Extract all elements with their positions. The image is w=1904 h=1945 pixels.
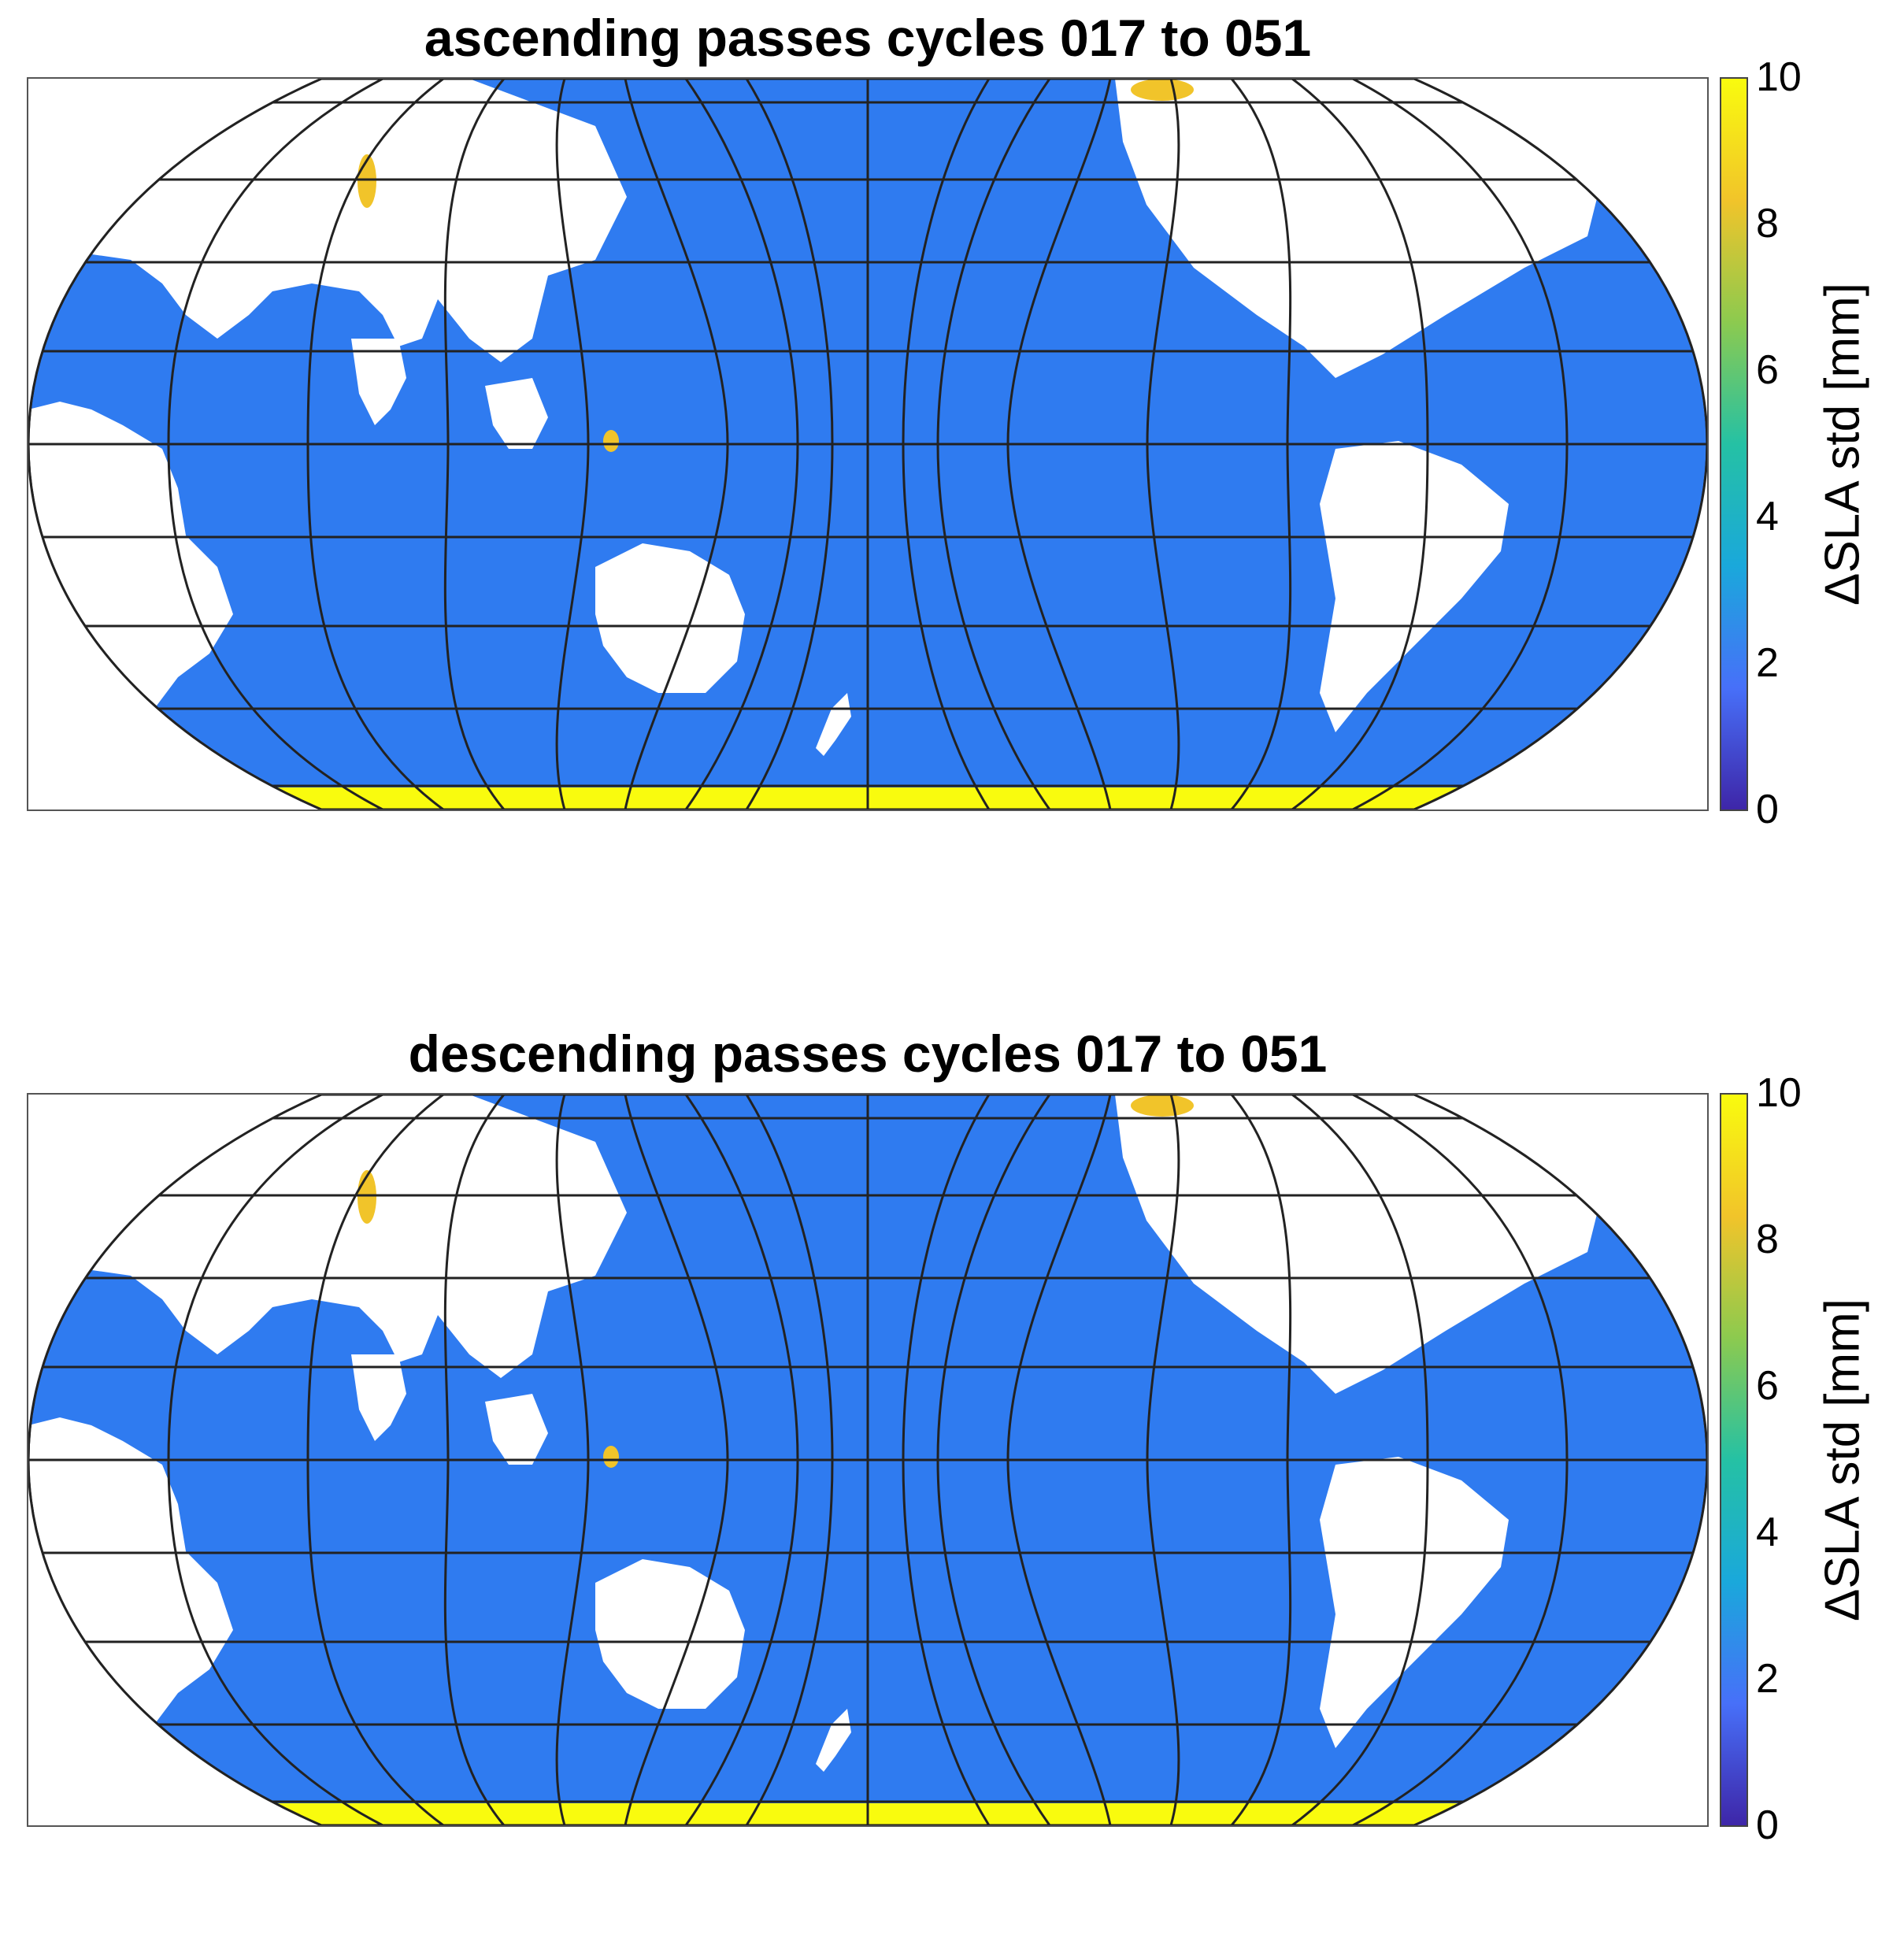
colorbar-tick: 8 <box>1756 201 1779 246</box>
graticule-meridian <box>555 1095 590 1825</box>
colorbar-tick: 6 <box>1756 347 1779 393</box>
hot-spot-hudson <box>1131 1095 1194 1117</box>
land-southeast-asia <box>485 378 548 449</box>
land-south-america <box>1320 441 1509 732</box>
panel-title: ascending passes cycles 017 to 051 <box>424 9 1312 67</box>
colorbar-tick: 0 <box>1756 787 1779 832</box>
graticule-meridian <box>167 1095 383 1825</box>
graticule-meridian <box>624 79 729 809</box>
land-north-america <box>1115 1095 1603 1394</box>
graticule-meridian <box>1006 79 1112 809</box>
colorbar-tick: 8 <box>1756 1217 1779 1262</box>
world-map <box>28 1095 1707 1825</box>
graticule-meridian <box>1006 1095 1112 1825</box>
land-india <box>351 1354 406 1441</box>
graticule-meridian <box>1352 1095 1569 1825</box>
graticule-meridian <box>624 1095 729 1825</box>
colorbar-tick: 2 <box>1756 640 1779 686</box>
panel-ascending: ascending passes cycles 017 to 051 <box>0 0 1904 929</box>
colorbar-tick: 10 <box>1756 54 1802 100</box>
graticule-meridian <box>684 79 799 809</box>
hot-spot-hudson <box>1131 79 1194 101</box>
colorbar-label: ΔSLA std [mm] <box>1815 282 1870 606</box>
colorbar-tick: 4 <box>1756 494 1779 539</box>
panel-title: descending passes cycles 017 to 051 <box>408 1024 1328 1083</box>
graticule-meridian <box>1291 79 1429 809</box>
land-australia <box>595 1559 745 1709</box>
colorbar-tick: 6 <box>1756 1363 1779 1409</box>
land-greenland <box>1564 79 1707 173</box>
colorbar-label: ΔSLA std [mm] <box>1815 1298 1870 1622</box>
panel-descending: descending passes cycles 017 to 051 <box>0 1016 1904 1945</box>
colorbar <box>1720 77 1748 811</box>
colorbar-tick: 10 <box>1756 1070 1802 1116</box>
land-india <box>351 339 406 425</box>
hot-spot-indonesia <box>603 430 619 452</box>
graticule-meridian <box>1146 1095 1180 1825</box>
colorbar-tick: 4 <box>1756 1510 1779 1555</box>
graticule-meridian <box>936 79 1051 809</box>
graticule-meridian <box>306 79 444 809</box>
graticule <box>28 79 1707 809</box>
graticule-meridian <box>902 1095 991 1825</box>
graticule-meridian <box>1230 1095 1292 1825</box>
graticule-meridian <box>902 79 991 809</box>
colorbar-tick: 0 <box>1756 1802 1779 1848</box>
hot-spot-indonesia <box>603 1446 619 1468</box>
graticule-meridian <box>745 79 834 809</box>
graticule-meridian <box>745 1095 834 1825</box>
land-north-america <box>1115 79 1603 378</box>
graticule-meridian <box>1291 1095 1429 1825</box>
land-greenland <box>1564 1095 1707 1189</box>
graticule-meridian <box>306 1095 444 1825</box>
colorbar-tick: 2 <box>1756 1656 1779 1702</box>
graticule-meridian <box>555 79 590 809</box>
colorbar <box>1720 1093 1748 1827</box>
high-value-spots <box>357 1095 1194 1468</box>
graticule-meridian <box>443 79 506 809</box>
graticule-meridian <box>1352 79 1569 809</box>
globe-outline <box>28 1095 1707 1825</box>
land-southeast-asia <box>485 1394 548 1465</box>
graticule-meridian <box>936 1095 1051 1825</box>
graticule-meridian <box>167 79 383 809</box>
map-frame <box>27 1093 1709 1827</box>
map-frame <box>27 77 1709 811</box>
land-australia <box>595 543 745 693</box>
graticule-meridian <box>684 1095 799 1825</box>
graticule-meridian <box>1146 79 1180 809</box>
globe-outline <box>28 79 1707 809</box>
world-map <box>28 79 1707 809</box>
graticule-meridian <box>1230 79 1292 809</box>
land-south-america <box>1320 1457 1509 1748</box>
graticule-meridian <box>443 1095 506 1825</box>
